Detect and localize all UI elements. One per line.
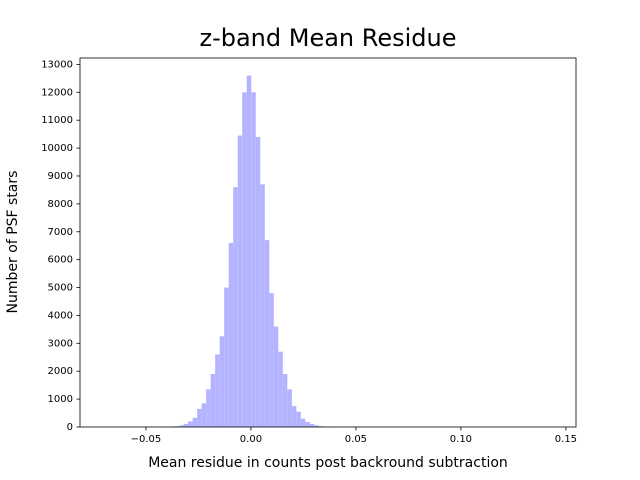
- x-tick-label: 0.05: [345, 434, 367, 445]
- chart-title: z-band Mean Residue: [199, 24, 456, 52]
- bar: [233, 187, 238, 427]
- x-axis-label: Mean residue in counts post backround su…: [148, 455, 508, 471]
- bar: [318, 426, 324, 427]
- bar: [237, 135, 243, 427]
- y-tick-label: 4000: [48, 310, 73, 321]
- bar: [206, 389, 211, 427]
- plot-frame: [79, 57, 577, 428]
- bar: [314, 425, 319, 427]
- bar: [305, 421, 310, 427]
- bar: [215, 354, 220, 427]
- x-tick-label: 0.00: [240, 434, 262, 445]
- y-tick-label: 13000: [41, 59, 73, 70]
- bar: [251, 92, 256, 427]
- bar: [246, 75, 252, 428]
- bar: [260, 184, 265, 427]
- bar: [188, 421, 193, 427]
- bar: [282, 374, 288, 427]
- bar: [269, 293, 274, 427]
- bar: [210, 374, 216, 427]
- y-tick-label: 12000: [41, 87, 73, 98]
- y-tick-label: 2000: [48, 366, 73, 377]
- bar: [179, 425, 184, 427]
- bar: [174, 426, 180, 427]
- bar: [197, 408, 202, 427]
- y-tick-label: 0: [67, 422, 73, 433]
- y-axis-label: Number of PSF stars: [5, 171, 21, 314]
- bar: [228, 242, 234, 427]
- y-tick-label: 9000: [48, 171, 73, 182]
- y-tick-label: 5000: [48, 283, 73, 294]
- bar: [192, 417, 198, 427]
- y-tick-label: 7000: [48, 227, 73, 238]
- x-tick-label: 0.10: [450, 434, 472, 445]
- x-tick-label: −0.05: [131, 434, 162, 445]
- bar: [255, 136, 261, 427]
- bar: [224, 287, 229, 427]
- bar: [201, 403, 207, 427]
- bar: [278, 351, 283, 427]
- bar: [296, 411, 301, 427]
- bar: [273, 326, 279, 427]
- y-tick-label: 6000: [48, 255, 73, 266]
- bar: [242, 92, 247, 427]
- y-tick-label: 1000: [48, 394, 73, 405]
- bar: [291, 406, 297, 427]
- bar: [287, 389, 292, 427]
- y-tick-label: 8000: [48, 199, 73, 210]
- y-tick-label: 3000: [48, 338, 73, 349]
- bar: [219, 336, 225, 427]
- bar: [183, 423, 189, 427]
- y-tick-label: 11000: [41, 115, 73, 126]
- bar: [264, 240, 270, 427]
- x-tick-label: 0.15: [555, 434, 577, 445]
- bar: [309, 423, 315, 427]
- bar: [300, 418, 306, 427]
- y-tick-label: 10000: [41, 143, 73, 154]
